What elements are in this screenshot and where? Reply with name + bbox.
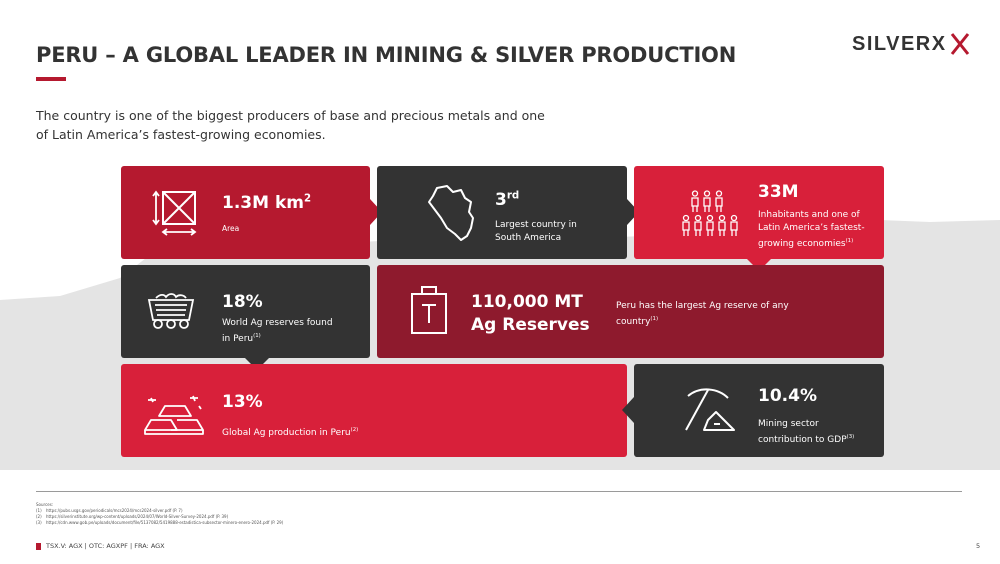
country-value: 3	[495, 190, 507, 210]
pickaxe-icon	[685, 388, 735, 431]
inhabitants-label: Inhabitants and one of Latin America’s f…	[758, 210, 865, 249]
logo-text: SILVERX	[852, 33, 947, 55]
sources-list: Sources: (1) https://pubs.usgs.gov/period…	[36, 502, 436, 526]
ag-reserves-value-line1: 110,000 MT	[471, 292, 583, 312]
source-item: (2) https://silverinstitute.org/wp-conten…	[36, 514, 229, 519]
page-number: 5	[976, 542, 981, 550]
country-sup: rd	[506, 190, 520, 202]
sources-heading: Sources:	[36, 502, 54, 507]
gdp-value: 10.4%	[758, 386, 817, 406]
production-label: Global Ag production in Peru	[222, 428, 351, 438]
reserves-found-sup: (1)	[253, 333, 261, 339]
title-underline	[36, 77, 66, 81]
inhabitants-tile: 33M Inhabitants and one of Latin America…	[634, 166, 884, 259]
peru-map-icon	[428, 185, 474, 241]
footer-accent	[36, 543, 41, 550]
area-value: 1.3M km	[222, 193, 304, 213]
source-item: (1) https://pubs.usgs.gov/periodicals/mcs…	[36, 508, 183, 513]
source-link[interactable]: https://cdn.www.gob.pe/uploads/document/…	[46, 520, 284, 525]
ag-reserves-sup: (1)	[650, 316, 659, 322]
sources-divider	[36, 491, 962, 492]
gdp-tile: 10.4% Mining sector contribution to GDP(…	[634, 364, 884, 457]
reserves-found-label: World Ag reserves found in Peru	[222, 318, 333, 344]
area-measure-icon	[152, 190, 197, 236]
production-pointer	[622, 397, 634, 423]
reserves-found-tile: 18% World Ag reserves found in Peru(1)	[121, 265, 370, 358]
ag-reserves-value-line2: Ag Reserves	[471, 315, 590, 335]
ag-reserves-label: Peru has the largest Ag reserve of any c…	[616, 301, 789, 327]
production-sup: (2)	[350, 427, 359, 433]
area-sup: 2	[303, 193, 312, 205]
country-tile: 3rd Largest country in South America	[377, 166, 627, 259]
gdp-label: Mining sector contribution to GDP	[758, 419, 847, 445]
weight-icon	[411, 286, 447, 334]
silver-bars-icon	[144, 395, 204, 435]
production-value: 13%	[222, 392, 263, 412]
source-link[interactable]: https://silverinstitute.org/wp-content/u…	[46, 514, 229, 519]
area-label: Area	[222, 224, 240, 233]
source-item: (3) https://cdn.www.gob.pe/uploads/docume…	[36, 520, 284, 525]
ag-reserves-tile: 110,000 MT Ag Reserves Peru has the larg…	[377, 265, 884, 358]
gdp-sup: (3)	[846, 434, 855, 440]
silverx-logo: SILVERX	[852, 28, 974, 60]
intro-text: The country is one of the biggest produc…	[36, 108, 545, 142]
page-title: PERU – A GLOBAL LEADER IN MINING & SILVE…	[36, 43, 737, 67]
area-tile: 1.3M km2 Area	[121, 166, 370, 259]
source-link[interactable]: https://pubs.usgs.gov/periodicals/mcs202…	[46, 508, 183, 513]
country-label: Largest country in South America	[495, 220, 577, 243]
footer-tickers: TSX.V: AGX | OTC: AGXPF | FRA: AGX	[46, 542, 165, 550]
reserves-found-value: 18%	[222, 292, 263, 312]
production-tile: 13% Global Ag production in Peru(2)	[121, 364, 627, 457]
mine-cart-icon	[147, 293, 195, 329]
inhabitants-value: 33M	[758, 182, 799, 202]
inhabitants-sup: (1)	[845, 238, 854, 244]
people-icon	[682, 190, 738, 236]
